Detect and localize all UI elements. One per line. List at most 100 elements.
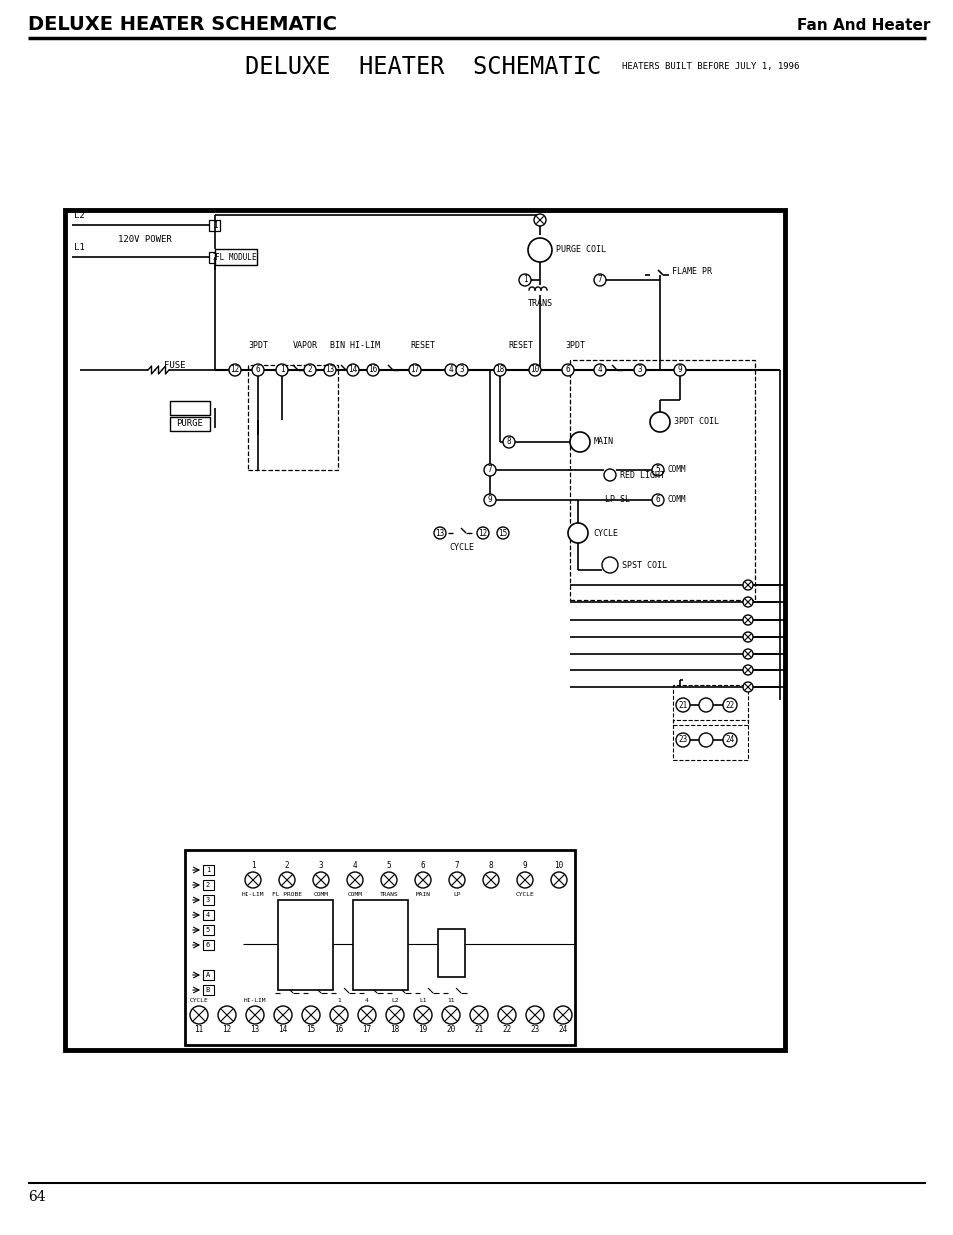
Circle shape <box>517 872 533 888</box>
Text: L2: L2 <box>391 999 398 1004</box>
Text: 21: 21 <box>678 700 687 709</box>
Bar <box>203 925 213 935</box>
Circle shape <box>274 1007 292 1024</box>
Text: 14: 14 <box>348 366 357 374</box>
Bar <box>437 929 464 977</box>
Text: 13: 13 <box>325 366 335 374</box>
Text: 3: 3 <box>206 897 210 903</box>
Circle shape <box>594 274 605 287</box>
Text: PURGE COIL: PURGE COIL <box>556 246 605 254</box>
Text: 6: 6 <box>206 942 210 948</box>
Text: 1: 1 <box>206 867 210 873</box>
Text: LP: LP <box>453 893 460 898</box>
Circle shape <box>651 494 663 506</box>
Text: 8: 8 <box>488 862 493 871</box>
Text: 10: 10 <box>530 366 539 374</box>
Text: 10: 10 <box>554 862 563 871</box>
Text: 2: 2 <box>213 252 217 262</box>
Text: 15: 15 <box>306 1025 315 1034</box>
Text: 3: 3 <box>459 366 464 374</box>
Circle shape <box>594 364 605 375</box>
Text: 1: 1 <box>522 275 527 284</box>
Circle shape <box>722 698 737 713</box>
Text: DELUXE HEATER SCHEMATIC: DELUXE HEATER SCHEMATIC <box>28 16 336 35</box>
Circle shape <box>529 364 540 375</box>
Text: Fan And Heater: Fan And Heater <box>796 17 929 32</box>
Text: 7: 7 <box>598 275 601 284</box>
Text: MAIN: MAIN <box>594 437 614 447</box>
Text: 23: 23 <box>678 736 687 745</box>
Bar <box>203 881 213 890</box>
Circle shape <box>561 364 574 375</box>
Circle shape <box>502 436 515 448</box>
Text: 15: 15 <box>497 529 507 537</box>
Text: PURGE: PURGE <box>176 419 203 427</box>
Circle shape <box>357 1007 375 1024</box>
Circle shape <box>494 364 505 375</box>
Text: SPST COIL: SPST COIL <box>621 561 666 569</box>
Circle shape <box>441 1007 459 1024</box>
Text: 2: 2 <box>308 366 312 374</box>
Bar <box>353 900 408 990</box>
Bar <box>203 969 213 981</box>
Text: 8: 8 <box>506 437 511 447</box>
Circle shape <box>252 364 264 375</box>
Text: 7: 7 <box>487 466 492 474</box>
Text: HI-LIM: HI-LIM <box>241 893 264 898</box>
Bar <box>65 210 784 1050</box>
Circle shape <box>456 364 468 375</box>
Text: 4: 4 <box>353 862 357 871</box>
Text: 3: 3 <box>637 366 641 374</box>
Text: 22: 22 <box>724 700 734 709</box>
Bar <box>170 401 210 415</box>
Circle shape <box>527 238 552 262</box>
Text: 22: 22 <box>502 1025 511 1034</box>
Text: 16: 16 <box>368 366 377 374</box>
Text: 1: 1 <box>279 366 284 374</box>
Circle shape <box>742 682 752 692</box>
Circle shape <box>676 698 689 713</box>
Text: HEATERS BUILT BEFORE JULY 1, 1996: HEATERS BUILT BEFORE JULY 1, 1996 <box>621 63 799 72</box>
Bar <box>170 417 210 431</box>
Text: 23: 23 <box>530 1025 539 1034</box>
Text: MAIN: MAIN <box>416 893 430 898</box>
Text: 14: 14 <box>278 1025 287 1034</box>
Circle shape <box>676 734 689 747</box>
Circle shape <box>330 1007 348 1024</box>
Circle shape <box>634 364 645 375</box>
Text: RED LIGHT: RED LIGHT <box>619 471 664 479</box>
Text: TRANS: TRANS <box>527 299 552 308</box>
Circle shape <box>386 1007 403 1024</box>
Text: L1: L1 <box>74 243 85 252</box>
Text: 4: 4 <box>365 999 369 1004</box>
Text: 3PDT: 3PDT <box>248 341 268 350</box>
Text: 4: 4 <box>448 366 453 374</box>
Circle shape <box>313 872 329 888</box>
Text: 20: 20 <box>446 1025 456 1034</box>
Text: B: B <box>206 987 210 993</box>
Text: 24: 24 <box>724 736 734 745</box>
Circle shape <box>569 432 589 452</box>
Text: 4: 4 <box>598 366 601 374</box>
Text: BIN HI-LIM: BIN HI-LIM <box>330 341 379 350</box>
Circle shape <box>699 698 712 713</box>
Circle shape <box>476 527 489 538</box>
Text: COMM: COMM <box>667 466 686 474</box>
Text: DELUXE  HEATER  SCHEMATIC: DELUXE HEATER SCHEMATIC <box>245 56 600 79</box>
Text: 16: 16 <box>334 1025 343 1034</box>
Text: 12: 12 <box>477 529 487 537</box>
Text: 12: 12 <box>230 366 239 374</box>
Circle shape <box>651 464 663 475</box>
Bar <box>277 900 333 990</box>
Circle shape <box>483 494 496 506</box>
Circle shape <box>449 872 464 888</box>
Text: 19: 19 <box>418 1025 427 1034</box>
Text: A: A <box>206 972 210 978</box>
Text: 11: 11 <box>447 999 455 1004</box>
Text: FL MODULE: FL MODULE <box>215 252 256 262</box>
Bar <box>672 685 747 725</box>
Circle shape <box>246 1007 264 1024</box>
Text: FL PROBE: FL PROBE <box>272 893 302 898</box>
Text: L1: L1 <box>418 999 426 1004</box>
Circle shape <box>470 1007 488 1024</box>
